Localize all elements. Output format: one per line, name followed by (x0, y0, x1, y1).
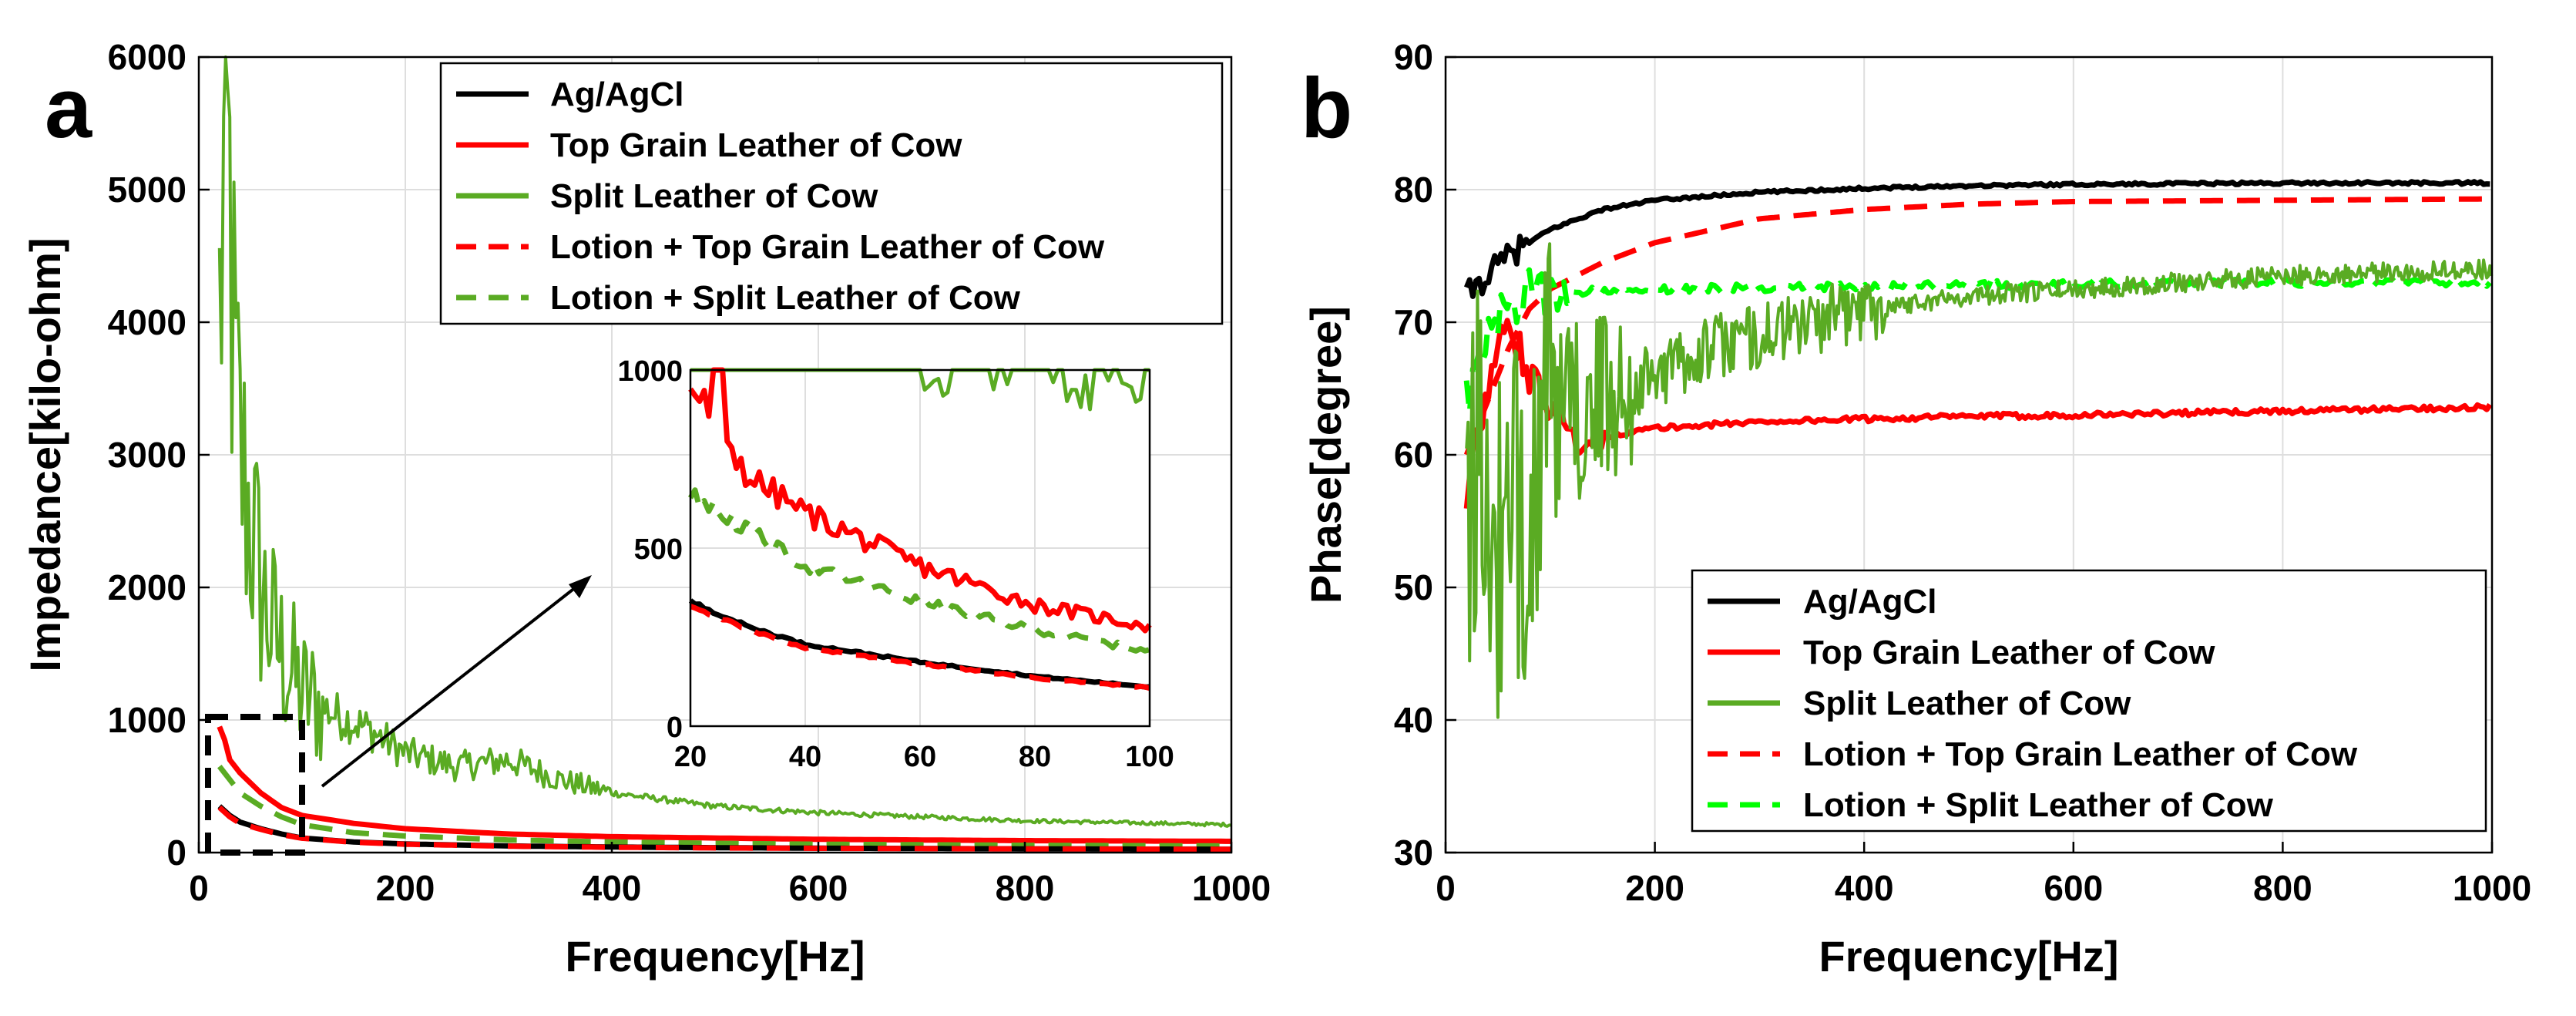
legend-label: Top Grain Leather of Cow (1803, 634, 2215, 671)
panel-a-series-lotion-top-grain-leather-of-cow (217, 805, 1231, 853)
panel-b-x-ticks: 0 200 400 600 800 1000 (1436, 842, 2531, 908)
panel-a-legend: Ag/AgCl Top Grain Leather of Cow Split Lea… (439, 62, 1224, 325)
panel-a: a 0 200 400 600 800 1000 01000200030004000500… (21, 37, 1271, 981)
inset-series-lotion-top-grain-leather-of-cow (689, 604, 1150, 691)
x-tick-label: 1000 (2453, 868, 2531, 908)
legend-label: Lotion + Top Grain Leather of Cow (1803, 735, 2358, 773)
panel-b-series-lotion-split-leather-of-cow (1463, 267, 2492, 416)
panel-a-x-ticks: 0 200 400 600 800 1000 (189, 842, 1271, 908)
inset-x-tick-label: 20 (674, 741, 707, 773)
legend-label: Ag/AgCl (550, 76, 684, 113)
panel-b-series-ag-agcl (1463, 179, 2490, 299)
inset-y-tick-label: 1000 (617, 355, 683, 388)
y-tick-label: 1000 (108, 700, 186, 740)
y-tick-label: 0 (166, 833, 186, 873)
x-tick-label: 200 (1625, 868, 1684, 908)
panel-a-x-axis-title: Frequency[Hz] (566, 932, 865, 981)
y-tick-label: 5000 (108, 170, 186, 210)
panel-b-y-ticks: 30 40 50 60 70 80 90 (1394, 37, 1456, 873)
y-tick-label: 6000 (108, 37, 186, 77)
panel-b-y-axis-title: Phase[degree] (1301, 306, 1350, 604)
inset-series-lotion-split-leather-of-cow (687, 487, 1150, 654)
panel-b-series-top-grain-leather-of-cow (1463, 318, 2493, 510)
y-tick-label: 3000 (108, 435, 186, 475)
panel-b-legend: Ag/AgCl Top Grain Leather of Cow Split Lea… (1691, 569, 2487, 833)
y-tick-label: 50 (1394, 567, 1433, 607)
legend-label: Split Leather of Cow (1803, 685, 2131, 722)
panel-a-series-lotion-split-leather-of-cow (217, 765, 1231, 849)
panel-b-series-split-leather-of-cow (1465, 242, 2494, 719)
x-tick-label: 400 (1835, 868, 1894, 908)
panel-b-legend-box (1691, 569, 2487, 833)
panel-a-series-split-leather-of-cow (217, 56, 1231, 828)
y-tick-label: 90 (1394, 37, 1433, 77)
x-tick-label: 0 (1436, 868, 1456, 908)
panel-b-letter: b (1301, 61, 1352, 156)
inset-x-tick-label: 40 (789, 741, 821, 773)
legend-label: Top Grain Leather of Cow (550, 126, 962, 164)
inset-x-tick-label: 100 (1125, 741, 1174, 773)
y-tick-label: 80 (1394, 170, 1433, 210)
inset-y-tick-label: 0 (667, 712, 683, 744)
x-tick-label: 200 (376, 868, 435, 908)
panel-a-legend-box (439, 62, 1224, 325)
x-tick-label: 800 (996, 868, 1055, 908)
panel-a-letter: a (45, 61, 92, 156)
inset-y-tick-label: 500 (634, 533, 683, 566)
zoom-arrow (321, 583, 581, 788)
y-tick-label: 60 (1394, 435, 1433, 475)
inset-x-tick-label: 80 (1019, 741, 1051, 773)
y-tick-label: 2000 (108, 567, 186, 607)
legend-label: Split Leather of Cow (550, 177, 878, 215)
x-tick-label: 0 (189, 868, 209, 908)
y-tick-label: 70 (1394, 302, 1433, 342)
panel-b: b 0 200 400 600 800 1000 30 40 50 60 70 80 90 Frequ… (1301, 37, 2531, 981)
legend-label: Lotion + Split Leather of Cow (1803, 786, 2274, 824)
inset-x-tick-label: 60 (904, 741, 936, 773)
panel-b-series-lotion-top-grain-leather-of-cow (1463, 196, 2490, 456)
y-tick-label: 30 (1394, 833, 1433, 873)
x-tick-label: 600 (2044, 868, 2103, 908)
y-tick-label: 4000 (108, 302, 186, 342)
panel-b-x-axis-title: Frequency[Hz] (1819, 932, 2119, 981)
inset-series-top-grain-leather-of-cow (688, 367, 1152, 634)
panel-a-series-top-grain-leather-of-cow (217, 725, 1231, 844)
x-tick-label: 600 (789, 868, 848, 908)
inset-axes-frame (689, 368, 1151, 728)
panel-a-y-ticks: 0 1000 2000 3000 4000 5000 6000 (108, 37, 210, 873)
x-tick-label: 1000 (1192, 868, 1271, 908)
panel-a-y-axis-title: Impedance[kilo-ohm] (21, 237, 69, 671)
x-tick-label: 800 (2253, 868, 2312, 908)
y-tick-label: 40 (1394, 700, 1433, 740)
legend-label: Lotion + Split Leather of Cow (550, 279, 1021, 317)
x-tick-label: 400 (583, 868, 642, 908)
legend-label: Lotion + Top Grain Leather of Cow (550, 228, 1105, 266)
zoom-region-box (205, 714, 305, 856)
zoom-arrow-head (569, 575, 592, 598)
legend-label: Ag/AgCl (1803, 583, 1937, 621)
